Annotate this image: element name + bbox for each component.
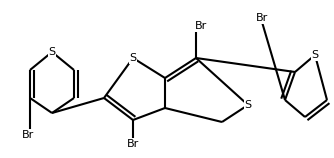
Text: S: S [130, 53, 137, 63]
Text: Br: Br [22, 130, 34, 140]
Text: Br: Br [127, 139, 139, 149]
Text: Br: Br [195, 21, 207, 31]
Text: S: S [48, 47, 55, 57]
Text: Br: Br [256, 13, 268, 23]
Text: S: S [311, 50, 319, 60]
Text: S: S [244, 100, 252, 110]
